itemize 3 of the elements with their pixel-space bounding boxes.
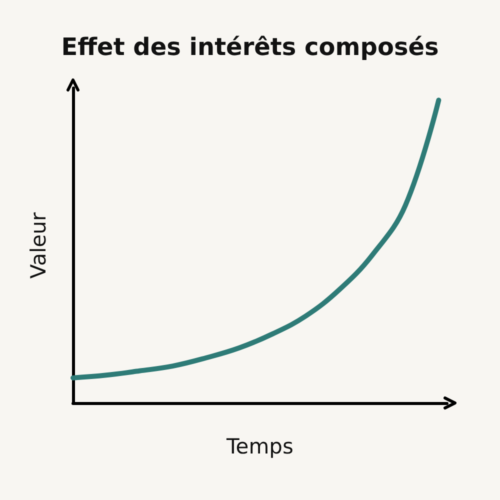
x-axis-title: Temps	[226, 434, 294, 458]
y-axis-title: Valeur	[26, 212, 50, 279]
chart-title: Effet des intérêts composés	[61, 33, 439, 61]
